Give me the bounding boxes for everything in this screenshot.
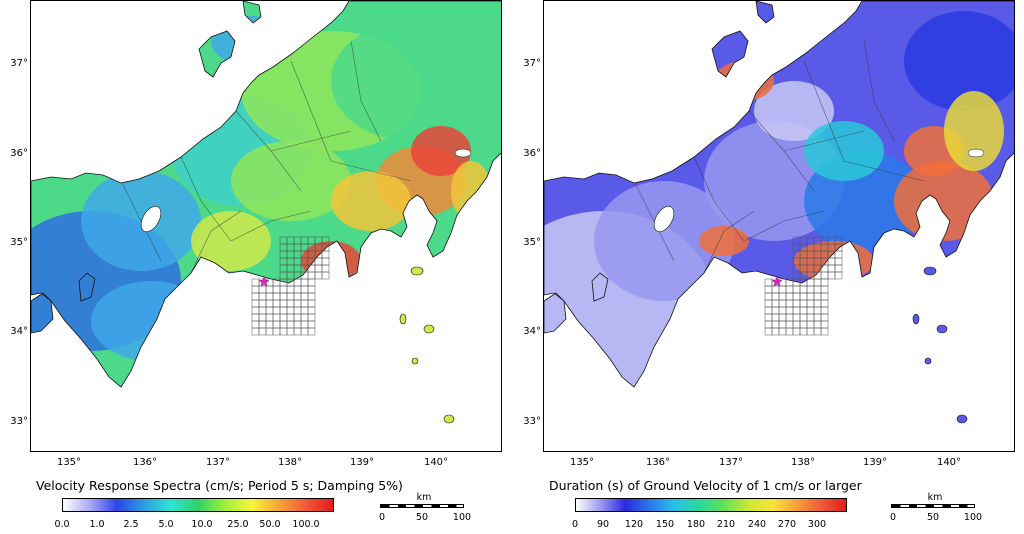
- colorbar-label: 100.0: [292, 519, 320, 530]
- lat-tick: 36°: [523, 148, 541, 159]
- colorbar-label: 5.0: [158, 519, 174, 530]
- scale-label: 0: [378, 512, 386, 523]
- scale-label: 100: [452, 512, 472, 523]
- duration-map: [543, 0, 1015, 452]
- colorbar-label: 0.0: [54, 519, 70, 530]
- lat-tick: 35°: [10, 237, 28, 248]
- lon-tick: 139°: [862, 457, 888, 468]
- scale-label: 100: [963, 512, 983, 523]
- lon-tick: 137°: [205, 457, 231, 468]
- colorbar-label: 120: [624, 519, 644, 530]
- scale-bar: [380, 504, 464, 508]
- lat-tick: 37°: [10, 58, 28, 69]
- lon-tick: 136°: [132, 457, 158, 468]
- colorbar-label: 50.0: [259, 519, 281, 530]
- colorbar: [575, 498, 847, 512]
- colorbar: [62, 498, 334, 512]
- scale-unit: km: [416, 492, 432, 503]
- scale-unit: km: [927, 492, 943, 503]
- map-canvas: [31, 1, 501, 424]
- scale-label: 50: [415, 512, 429, 523]
- colorbar-label: 240: [747, 519, 767, 530]
- scale-bar: [891, 504, 975, 508]
- scale-label: 0: [889, 512, 897, 523]
- colorbar-label: 270: [777, 519, 797, 530]
- lat-tick: 36°: [10, 148, 28, 159]
- lat-tick: 33°: [10, 416, 28, 427]
- left-map-panel: 37° 36° 35° 34° 33° 135° 136° 137° 138° …: [6, 0, 504, 534]
- lat-tick: 34°: [10, 326, 28, 337]
- lon-tick: 138°: [790, 457, 816, 468]
- lon-tick: 136°: [645, 457, 671, 468]
- lat-tick: 37°: [523, 58, 541, 69]
- map-canvas: [544, 1, 1014, 424]
- colorbar-label: 25.0: [227, 519, 249, 530]
- lon-tick: 137°: [718, 457, 744, 468]
- colorbar-title: Duration (s) of Ground Velocity of 1 cm/…: [549, 478, 862, 493]
- lon-tick: 139°: [349, 457, 375, 468]
- colorbar-label: 90: [596, 519, 610, 530]
- colorbar-label: 300: [807, 519, 827, 530]
- velocity-response-map: [30, 0, 502, 452]
- colorbar-label: 0: [571, 519, 579, 530]
- lat-tick: 33°: [523, 416, 541, 427]
- lat-tick: 34°: [523, 326, 541, 337]
- colorbar-label: 1.0: [89, 519, 105, 530]
- lat-tick: 35°: [523, 237, 541, 248]
- colorbar-title: Velocity Response Spectra (cm/s; Period …: [36, 478, 403, 493]
- colorbar-label: 10.0: [191, 519, 213, 530]
- colorbar-label: 150: [655, 519, 675, 530]
- colorbar-label: 2.5: [123, 519, 139, 530]
- lon-tick: 135°: [56, 457, 82, 468]
- scale-label: 50: [926, 512, 940, 523]
- right-map-panel: 37° 36° 35° 34° 33° 135° 136° 137° 138° …: [519, 0, 1017, 534]
- lon-tick: 135°: [569, 457, 595, 468]
- colorbar-label: 210: [716, 519, 736, 530]
- lon-tick: 140°: [423, 457, 449, 468]
- lon-tick: 138°: [277, 457, 303, 468]
- lon-tick: 140°: [936, 457, 962, 468]
- colorbar-label: 180: [686, 519, 706, 530]
